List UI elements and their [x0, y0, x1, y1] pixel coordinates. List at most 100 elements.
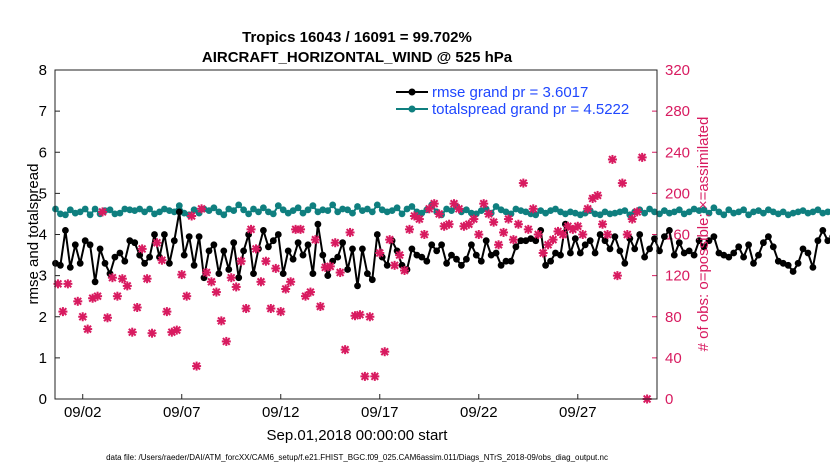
rmse-point: [769, 243, 777, 251]
obs-count-point: [147, 328, 157, 338]
obs-mark-d2: [514, 220, 523, 229]
obs-mark-d2: [534, 230, 543, 239]
totalspread-point: [170, 208, 178, 216]
obs-mark-d2: [539, 248, 548, 258]
obs-count-point: [404, 224, 414, 234]
obs-mark-d2: [271, 264, 280, 273]
y-left-tick-label: 3: [39, 268, 47, 285]
obs-mark-d2: [355, 310, 365, 319]
obs-count-point: [58, 307, 68, 317]
y-axis-left-label: rmse and totalspread: [25, 164, 42, 305]
rmse-point: [685, 247, 693, 255]
rmse-point: [116, 249, 124, 257]
rmse-point: [596, 231, 604, 238]
rmse-point: [71, 241, 79, 249]
y-right-tick-label: 0: [665, 391, 673, 408]
obs-count-point: [122, 281, 132, 291]
obs-mark-d2: [578, 230, 587, 239]
totalspread-point: [309, 202, 317, 210]
obs-mark-d2: [296, 225, 305, 234]
rmse-point: [151, 231, 158, 238]
totalspread-point: [299, 209, 307, 217]
totalspread-point: [814, 206, 822, 214]
x-tick-label: 09/22: [460, 404, 498, 421]
totalspread-point: [240, 206, 248, 214]
obs-count-point: [414, 214, 424, 224]
y-axis-left: 0 1 2 3 4 5 6 7 8: [39, 62, 60, 408]
totalspread-point: [210, 204, 218, 212]
obs-mark-d2: [58, 307, 68, 316]
rmse-point: [458, 261, 465, 269]
y-right-tick-label: 240: [665, 144, 690, 161]
x-tick-label: 09/07: [163, 404, 201, 421]
obs-count-point: [637, 152, 647, 162]
totalspread-point: [339, 205, 346, 213]
totalspread-point: [760, 209, 767, 217]
obs-count-point: [53, 279, 63, 289]
rmse-point: [210, 241, 218, 249]
rmse-point: [136, 251, 144, 259]
rmse-point: [66, 264, 74, 271]
totalspread-point: [245, 210, 253, 218]
obs-mark-d2: [108, 273, 117, 282]
rmse-point: [502, 257, 510, 265]
totalspread-point: [368, 208, 376, 216]
obs-mark-d2: [93, 292, 102, 301]
obs-count-point: [107, 273, 117, 283]
totalspread-point: [304, 206, 312, 214]
obs-count-point: [256, 277, 266, 287]
rmse-point: [111, 253, 119, 261]
obs-count-point: [137, 244, 147, 254]
y-left-tick-label: 0: [39, 391, 47, 408]
rmse-point: [359, 245, 366, 253]
totalspread-point: [393, 204, 401, 212]
rmse-point: [611, 233, 619, 241]
rmse-point: [354, 282, 361, 290]
obs-count-point: [469, 214, 479, 224]
rmse-point: [735, 243, 743, 251]
obs-count-point: [325, 261, 335, 271]
obs-mark-d2: [331, 238, 340, 247]
legend-rmse-label: rmse grand pr = 3.6017: [432, 84, 588, 101]
obs-mark-d2: [212, 287, 221, 297]
rmse-point: [690, 251, 698, 259]
obs-mark-d2: [232, 282, 241, 292]
rmse-point: [512, 243, 520, 251]
obs-mark-d2: [63, 279, 72, 288]
obs-mark-d2: [246, 225, 256, 234]
obs-mark-d2: [345, 228, 355, 237]
rmse-point: [81, 237, 89, 245]
obs-count-point: [117, 274, 127, 284]
rmse-point: [349, 245, 356, 253]
obs-mark-d2: [628, 214, 637, 224]
obs-count-point: [201, 268, 211, 278]
obs-count-point: [206, 277, 216, 287]
obs-mark-d2: [415, 214, 424, 224]
rmse-point: [230, 239, 238, 247]
rmse-point: [814, 237, 822, 245]
totalspread-point: [745, 211, 752, 219]
totalspread-point: [408, 203, 416, 210]
rmse-point: [765, 233, 772, 241]
obs-mark-d2: [147, 329, 157, 338]
y-left-tick-label: 1: [39, 350, 47, 367]
obs-count-point: [390, 260, 400, 270]
obs-mark-d2: [380, 347, 389, 356]
obs-count-point: [251, 244, 261, 254]
obs-count-series: [53, 152, 652, 404]
obs-mark-d2: [152, 238, 162, 247]
rmse-point: [636, 231, 644, 238]
totalspread-point: [111, 210, 119, 218]
totalspread-point: [710, 204, 718, 212]
y-right-tick-label: 280: [665, 103, 690, 120]
obs-mark-d2: [83, 324, 92, 334]
rmse-point: [468, 241, 475, 249]
totalspread-point: [136, 205, 144, 213]
obs-mark-d2: [261, 257, 271, 266]
plot-frame: [54, 69, 658, 400]
y-left-tick-label: 8: [39, 62, 47, 79]
totalspread-point: [121, 205, 129, 213]
obs-mark-d2: [375, 248, 384, 258]
obs-mark-d2: [509, 235, 518, 244]
